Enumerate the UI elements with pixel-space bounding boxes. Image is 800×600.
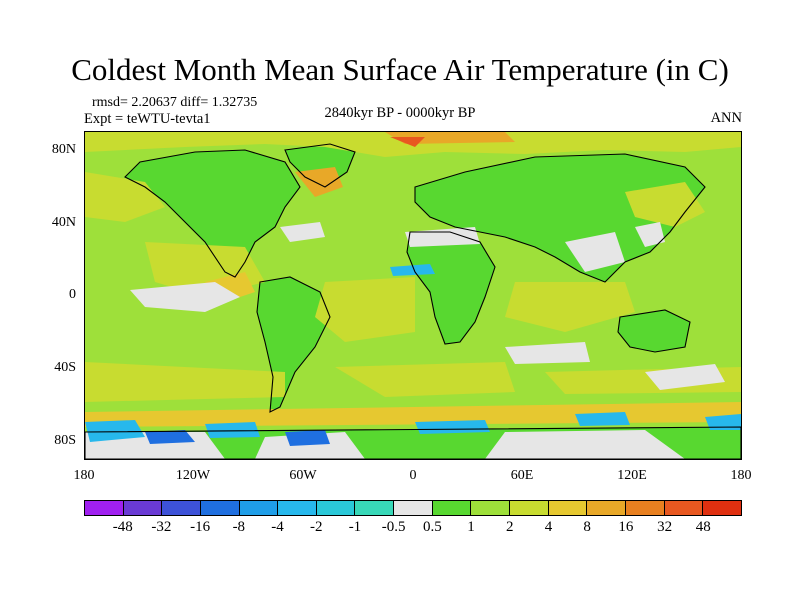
landmass (407, 232, 495, 344)
colorbar-box (123, 501, 163, 515)
cold-anomaly-patch (390, 264, 435, 276)
period-label: 2840kyr BP - 0000kyr BP (324, 105, 476, 121)
cold-anomaly-patch (415, 420, 490, 434)
coastline (414, 153, 706, 283)
neutral-anomaly-patch (280, 222, 325, 242)
colorbar-label: 4 (544, 519, 553, 535)
neutral-anomaly-patch (645, 364, 725, 390)
warm-anomaly-patch (295, 167, 343, 197)
neutral-anomaly-patch (635, 222, 665, 247)
warm-anomaly-patch (625, 182, 705, 227)
neutral-anomaly-patch (485, 430, 685, 459)
lon-label-180e: 180 (730, 468, 752, 483)
lon-label-60e: 60E (510, 468, 534, 483)
coastline (124, 149, 301, 278)
landmass (415, 154, 705, 282)
warm-anomaly-patch (505, 282, 635, 332)
warm-anomaly-patch (85, 402, 741, 427)
colorbar-box (664, 501, 704, 515)
colorbar (84, 500, 742, 516)
warm-anomaly-patch (390, 137, 425, 147)
coastlines (85, 143, 741, 459)
neutral-anomaly-patch (130, 282, 240, 312)
colorbar-label: -4 (271, 519, 284, 535)
lon-label-120e: 120E (617, 468, 647, 483)
lat-label-0: 0 (69, 287, 76, 302)
colorbar-box (85, 501, 124, 515)
colorbar-label: -32 (151, 519, 172, 535)
colorbar-label: -1 (348, 519, 362, 535)
warm-anomaly-patch (85, 172, 165, 222)
map-canvas (85, 132, 741, 459)
colorbar-label: 16 (618, 519, 634, 535)
colorbar-box (200, 501, 240, 515)
anomaly-fields (85, 132, 741, 459)
lat-label-80s: 80S (54, 433, 76, 448)
plot-title: Coldest Month Mean Surface Air Temperatu… (71, 52, 729, 87)
warm-anomaly-patch (335, 362, 515, 397)
colorbar-label: -8 (232, 519, 246, 535)
colorbar-box (316, 501, 356, 515)
colorbar-label: 32 (657, 519, 673, 535)
colorbar-label: -48 (112, 519, 133, 535)
lon-label-120w: 120W (175, 468, 211, 483)
warm-anomaly-patch (315, 277, 415, 342)
cold-anomaly-patch (705, 414, 741, 430)
colorbar-box (510, 501, 549, 515)
colorbar-box (278, 501, 317, 515)
coastline (617, 309, 691, 353)
colorbar-box (432, 501, 472, 515)
colorbar-label: -16 (190, 519, 211, 535)
experiment-label: Expt = teWTU-tevta1 (84, 111, 211, 127)
lat-label-80n: 80N (51, 142, 76, 157)
colorbar-box (162, 501, 201, 515)
temperature-map (84, 131, 742, 460)
lat-label-40n: 40N (51, 215, 76, 230)
lon-label-180w: 180 (73, 468, 95, 483)
colorbar-label: 48 (695, 519, 711, 535)
colorbar-box (548, 501, 588, 515)
colorbar-box (625, 501, 665, 515)
coastline (284, 143, 356, 188)
lon-label-0: 0 (409, 468, 417, 483)
landmass (125, 150, 300, 277)
neutral-anomaly-patch (255, 432, 365, 459)
colorbar-label: 0.5 (422, 519, 442, 535)
lat-label-40s: 40S (54, 360, 76, 375)
colorbar-label: 1 (467, 519, 475, 535)
colorbar-label: -2 (309, 519, 323, 535)
neutral-anomaly-patch (505, 342, 590, 364)
colorbar-label: 8 (583, 519, 591, 535)
colorbar-box (587, 501, 626, 515)
colorbar-label: 2 (506, 519, 514, 535)
cold-anomaly-patch (145, 430, 195, 444)
cold-anomaly-patch (285, 430, 330, 446)
coastline (85, 426, 741, 459)
cold-anomaly-patch (85, 420, 145, 442)
colorbar-box (355, 501, 395, 515)
colorbar-box (471, 501, 511, 515)
coastline (406, 231, 496, 345)
cold-anomaly-patch (205, 422, 260, 438)
colorbar-box (239, 501, 279, 515)
statistics-label: rmsd= 2.20637 diff= 1.32735 (92, 95, 258, 110)
neutral-anomaly-patch (565, 232, 625, 272)
landmass (618, 310, 690, 352)
lon-label-60w: 60W (289, 468, 317, 483)
season-label: ANN (710, 110, 742, 126)
colorbar-box (703, 501, 741, 515)
colorbar-label: -0.5 (381, 519, 406, 535)
cold-anomaly-patch (575, 412, 630, 426)
colorbar-box (394, 501, 433, 515)
warm-anomaly-patch (85, 362, 285, 402)
coastline (256, 276, 331, 413)
